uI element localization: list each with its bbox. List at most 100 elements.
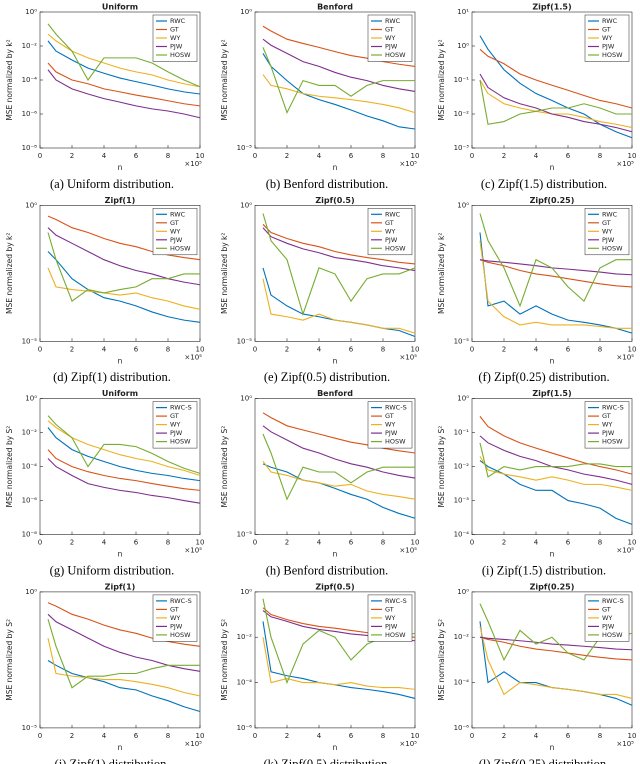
x-tick-label: 2 <box>285 152 289 160</box>
x-axis-label: n <box>333 356 338 365</box>
series-line <box>262 463 416 519</box>
caption: (h) Benford distribution. <box>266 563 389 577</box>
legend-label: HOSW <box>385 438 406 446</box>
legend-label: WY <box>170 34 180 42</box>
y-axis-label: MSE normalized by S² <box>220 426 229 508</box>
x-tick-label: 10 <box>411 539 420 547</box>
x-multiplier: ×10⁵ <box>184 160 202 168</box>
chart-title: Zipf(0.5) <box>315 196 354 205</box>
series-line <box>479 259 633 288</box>
series-line <box>262 433 415 501</box>
series-line <box>47 215 201 261</box>
legend-label: GT <box>602 605 611 613</box>
legend-label: WY <box>602 421 612 429</box>
x-tick-label: 4 <box>317 152 322 160</box>
legend-label: WY <box>385 34 395 42</box>
subplot: Benford 10⁻⁵ 10⁰ 0 2 4 6 8 10 n ×10⁵ MSE normalized… <box>220 389 419 577</box>
caption: (l) Zipf(0.25) distribution. <box>479 757 610 764</box>
legend-label: PJW <box>385 622 398 630</box>
y-tick-label: 10⁻⁵ <box>237 337 253 345</box>
y-tick-label: 10⁻⁸ <box>22 531 38 539</box>
series-line <box>262 25 416 67</box>
legend-label: RWC-S <box>602 597 624 605</box>
legend-label: RWC <box>170 210 186 218</box>
legend-label: PJW <box>602 43 615 51</box>
x-tick-label: 10 <box>196 152 205 160</box>
subplot: Benford 10⁻⁵ 10⁰ 0 2 4 6 8 10 n ×10⁵ MSE normalized… <box>220 3 419 191</box>
series-line <box>262 637 416 690</box>
x-tick-label: 10 <box>628 345 637 353</box>
y-tick-label: 10⁻² <box>22 429 38 437</box>
subplot: Zipf(1) 10⁻⁵ 10⁰ 0 2 4 6 8 10 n ×10⁵ MSE normalized… <box>5 196 204 384</box>
x-tick-label: 0 <box>38 539 42 547</box>
legend-label: GT <box>602 219 611 227</box>
series-line <box>47 449 201 491</box>
legend-label: GT <box>170 219 179 227</box>
x-axis-label: n <box>550 743 555 752</box>
y-axis-label: MSE normalized by k² <box>5 233 14 314</box>
caption: (b) Benford distribution. <box>266 177 389 191</box>
subplot: Zipf(1.5) 10⁻⁴ 10⁻³ 10⁻² 10⁻¹ 10⁰ 0 2 4 6 8 10 n ×10⁵… <box>437 389 636 577</box>
x-tick-label: 6 <box>349 539 354 547</box>
legend-label: PJW <box>170 622 183 630</box>
legend-box <box>584 208 630 256</box>
chart-title: Zipf(1.5) <box>532 389 571 398</box>
y-tick-label: 10⁰ <box>25 201 37 209</box>
y-tick-label: 10⁻⁵ <box>22 337 38 345</box>
series-line <box>262 223 416 265</box>
x-tick-label: 6 <box>566 152 571 160</box>
chart-title: Zipf(0.25) <box>530 196 575 205</box>
x-multiplier: ×10⁵ <box>616 353 634 361</box>
series-line <box>479 636 633 661</box>
legend-label: PJW <box>170 43 183 51</box>
x-axis-label: n <box>550 550 555 559</box>
x-multiplier: ×10⁵ <box>399 547 417 555</box>
chart-title: Uniform <box>102 3 138 12</box>
series-line <box>47 660 201 713</box>
legend-label: PJW <box>170 429 183 437</box>
series-line <box>47 613 201 672</box>
legend-label: WY <box>385 227 395 235</box>
x-tick-label: 0 <box>470 732 474 740</box>
x-tick-label: 6 <box>566 732 571 740</box>
x-tick-label: 8 <box>381 152 385 160</box>
x-tick-label: 6 <box>134 345 139 353</box>
y-tick-label: 10⁻² <box>454 463 470 471</box>
legend-label: PJW <box>385 429 398 437</box>
legend-label: WY <box>170 614 180 622</box>
series-line <box>262 53 416 130</box>
series-line <box>47 618 200 689</box>
x-axis-label: n <box>550 163 555 172</box>
y-tick-label: 10¹ <box>457 8 469 16</box>
y-tick-label: 10⁻² <box>22 42 38 50</box>
y-tick-label: 10⁻⁴ <box>454 531 470 539</box>
x-multiplier: ×10⁵ <box>184 740 202 748</box>
caption: (k) Zipf(0.5) distribution. <box>263 757 390 764</box>
legend-label: PJW <box>385 43 398 51</box>
x-tick-label: 10 <box>196 539 205 547</box>
y-tick-label: 10⁻² <box>454 110 470 118</box>
legend-label: RWC-S <box>170 404 192 412</box>
legend-label: HOSW <box>602 244 623 252</box>
x-tick-label: 4 <box>317 539 322 547</box>
legend-label: HOSW <box>602 631 623 639</box>
x-tick-label: 10 <box>628 732 637 740</box>
x-tick-label: 0 <box>38 345 42 353</box>
x-tick-label: 10 <box>411 152 420 160</box>
x-tick-label: 0 <box>253 152 257 160</box>
x-tick-label: 0 <box>253 539 257 547</box>
legend-label: RWC <box>385 210 401 218</box>
x-axis-label: n <box>118 163 123 172</box>
legend-label: RWC-S <box>385 404 407 412</box>
y-axis-label: MSE normalized by S² <box>5 619 14 701</box>
x-tick-label: 2 <box>502 732 506 740</box>
x-axis-label: n <box>333 163 338 172</box>
series-line <box>47 33 201 88</box>
y-tick-label: 10⁻⁵ <box>237 144 253 152</box>
legend-label: HOSW <box>170 244 191 252</box>
x-tick-label: 4 <box>102 732 107 740</box>
series-line <box>262 227 416 272</box>
chart-title: Zipf(1) <box>105 196 136 205</box>
y-tick-label: 10⁻⁵ <box>237 531 253 539</box>
x-multiplier: ×10⁵ <box>616 740 634 748</box>
